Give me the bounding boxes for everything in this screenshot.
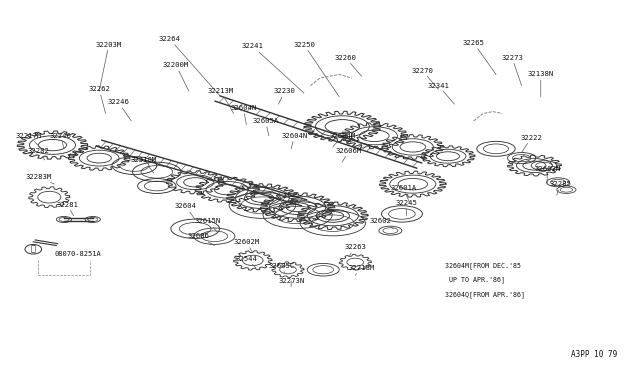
Text: 32604: 32604 — [175, 203, 196, 219]
Text: 32602M: 32602M — [233, 239, 260, 253]
Text: UP TO APR.'86]: UP TO APR.'86] — [445, 277, 505, 283]
Text: 32241: 32241 — [242, 44, 304, 93]
Text: 32245: 32245 — [396, 200, 417, 216]
Text: 32250: 32250 — [293, 42, 339, 97]
Text: 32230: 32230 — [274, 88, 296, 104]
Text: 32605C: 32605C — [268, 263, 295, 273]
Text: 32285: 32285 — [549, 181, 571, 195]
Text: 32246: 32246 — [50, 133, 72, 149]
Text: A3PP 10 79: A3PP 10 79 — [572, 350, 618, 359]
Text: 32604N: 32604N — [230, 105, 257, 125]
Text: 32283M: 32283M — [25, 174, 54, 184]
Text: 32606M: 32606M — [335, 148, 362, 162]
Text: 32273: 32273 — [501, 55, 523, 86]
Text: 32270: 32270 — [412, 68, 438, 89]
Text: 32341: 32341 — [428, 83, 454, 104]
Text: 32602: 32602 — [370, 218, 394, 229]
Text: 32273N: 32273N — [278, 278, 305, 286]
Text: 32265: 32265 — [463, 40, 496, 74]
Text: 32282: 32282 — [28, 148, 49, 160]
Text: 32606: 32606 — [188, 233, 214, 246]
Text: 32203M: 32203M — [95, 42, 122, 91]
Text: 32264: 32264 — [159, 36, 221, 97]
Text: 32605A: 32605A — [252, 118, 279, 136]
Text: 32222: 32222 — [520, 135, 542, 153]
Text: 32310M: 32310M — [131, 157, 157, 173]
Text: 32217M: 32217M — [15, 133, 42, 149]
Text: 32604M[FROM DEC.'85: 32604M[FROM DEC.'85 — [445, 263, 521, 269]
Text: 32213M: 32213M — [207, 88, 234, 113]
Text: 32615N: 32615N — [195, 218, 221, 232]
Text: 32218M: 32218M — [348, 265, 375, 275]
Text: 32263: 32263 — [344, 244, 366, 257]
Text: 32200M: 32200M — [163, 62, 189, 91]
Text: 32544: 32544 — [236, 256, 257, 268]
Text: 08070-8251A: 08070-8251A — [54, 251, 101, 257]
Text: 32602N: 32602N — [534, 166, 561, 184]
Text: 32262: 32262 — [88, 86, 110, 113]
Text: Ⓑ: Ⓑ — [31, 245, 36, 254]
Text: 32604N: 32604N — [281, 133, 308, 149]
Text: 32246: 32246 — [108, 99, 131, 121]
Text: 32260: 32260 — [335, 55, 362, 76]
Text: 32138N: 32138N — [527, 71, 554, 97]
Text: 32281: 32281 — [56, 202, 78, 216]
Text: 32601A: 32601A — [390, 185, 417, 203]
Text: 32604Q[FROM APR.'86]: 32604Q[FROM APR.'86] — [445, 291, 525, 298]
Text: 32604M: 32604M — [329, 133, 356, 147]
